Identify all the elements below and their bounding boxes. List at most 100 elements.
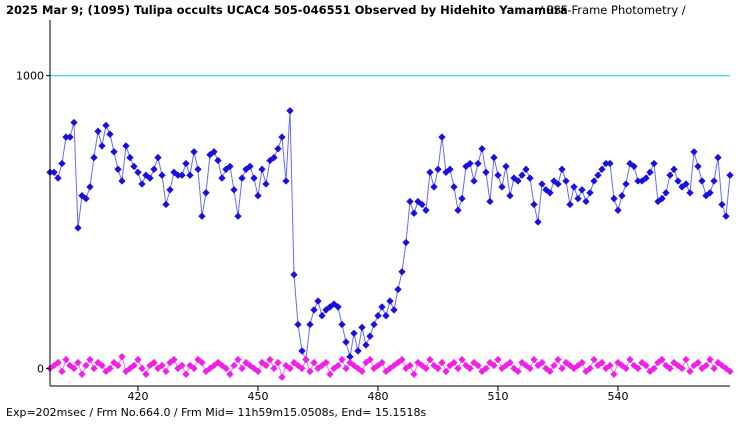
chart-subtitle: / PSF-Frame Photometry / (539, 3, 686, 17)
data-point-blue (570, 183, 578, 191)
data-point-blue (178, 171, 186, 179)
data-point-magenta (78, 370, 86, 378)
data-point-magenta (610, 370, 618, 378)
data-point-magenta (458, 355, 466, 364)
data-point-magenta (98, 361, 106, 370)
data-point-magenta (338, 355, 346, 364)
data-point-blue (262, 180, 270, 188)
y-tick-label: 1000 (16, 70, 44, 83)
data-point-magenta (182, 370, 190, 378)
data-point-blue (662, 189, 670, 197)
data-point-blue (446, 165, 454, 173)
data-point-blue (586, 189, 594, 197)
data-point-magenta (150, 358, 158, 367)
data-point-magenta (306, 367, 314, 376)
data-point-magenta (86, 355, 94, 364)
data-point-blue (386, 297, 394, 305)
data-point-blue (338, 320, 346, 329)
data-point-blue (110, 148, 118, 156)
data-point-magenta (286, 364, 294, 373)
data-point-magenta (82, 361, 90, 370)
data-point-magenta (158, 361, 166, 370)
data-point-magenta (726, 367, 734, 376)
data-point-blue (574, 194, 582, 203)
data-point-blue (578, 186, 586, 194)
data-point-blue (686, 189, 694, 197)
data-point-magenta (634, 364, 642, 373)
data-point-blue (162, 200, 170, 209)
data-point-magenta (538, 358, 546, 367)
data-point-blue (494, 171, 502, 179)
data-point-magenta (526, 364, 534, 373)
data-point-blue (478, 145, 486, 153)
data-point-blue (366, 332, 374, 340)
data-point-blue (546, 189, 554, 197)
data-point-blue (634, 177, 642, 185)
data-point-blue (394, 285, 402, 294)
data-point-blue (278, 133, 286, 141)
data-point-blue (198, 212, 206, 220)
data-point-blue (118, 177, 126, 185)
data-point-blue (534, 218, 542, 226)
data-point-magenta (454, 364, 462, 373)
data-point-magenta (70, 364, 78, 373)
data-point-blue (298, 347, 306, 355)
data-point-magenta (358, 367, 366, 376)
data-point-blue (318, 312, 326, 320)
series-lines (49, 110, 731, 379)
data-point-blue (522, 165, 530, 173)
data-point-magenta (514, 367, 522, 376)
data-point-magenta (230, 361, 238, 370)
data-point-magenta (310, 358, 318, 367)
data-point-blue (722, 212, 730, 220)
data-point-blue (94, 127, 102, 135)
data-point-magenta (270, 364, 278, 373)
series-points (46, 107, 734, 381)
data-point-blue (66, 133, 74, 141)
data-point-blue (182, 159, 190, 168)
data-point-magenta (238, 364, 246, 373)
data-point-blue (90, 153, 98, 162)
data-point-blue (98, 142, 106, 150)
data-point-magenta (474, 361, 482, 370)
data-point-blue (562, 177, 570, 185)
data-point-magenta (686, 367, 694, 376)
data-point-blue (282, 177, 290, 185)
data-point-blue (194, 165, 202, 173)
data-point-blue (558, 165, 566, 173)
data-point-magenta (450, 358, 458, 367)
data-point-magenta (262, 361, 270, 370)
data-point-blue (102, 121, 110, 130)
data-point-blue (506, 192, 514, 200)
data-point-blue (202, 189, 210, 197)
data-point-magenta (554, 355, 562, 364)
data-point-blue (334, 303, 342, 311)
data-point-blue (530, 200, 538, 209)
data-point-blue (666, 171, 674, 179)
data-point-blue (714, 153, 722, 162)
data-point-magenta (506, 358, 514, 367)
data-point-blue (694, 162, 702, 171)
data-point-blue (154, 153, 162, 162)
data-point-magenta (642, 361, 650, 370)
data-point-blue (218, 174, 226, 182)
data-point-blue (126, 153, 134, 162)
data-point-blue (554, 180, 562, 188)
data-point-magenta (278, 373, 286, 381)
data-point-blue (594, 171, 602, 179)
data-point-blue (234, 212, 242, 220)
data-point-blue (614, 206, 622, 214)
data-point-blue (426, 168, 434, 176)
data-point-magenta (658, 355, 666, 364)
data-point-blue (498, 183, 506, 191)
data-point-blue (306, 320, 314, 329)
data-point-blue (106, 130, 114, 138)
data-point-blue (610, 194, 618, 203)
data-point-magenta (650, 364, 658, 373)
data-point-blue (422, 206, 430, 214)
data-point-blue (150, 165, 158, 173)
data-point-magenta (586, 364, 594, 373)
y-tick-label: 0 (37, 362, 44, 375)
data-point-blue (390, 306, 398, 314)
